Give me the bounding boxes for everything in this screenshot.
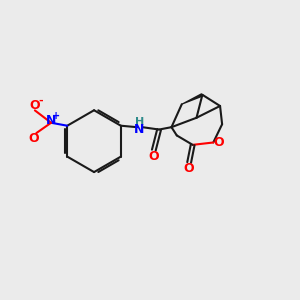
Text: H: H — [135, 117, 145, 127]
Text: O: O — [28, 132, 39, 145]
Text: +: + — [52, 111, 60, 121]
Text: O: O — [148, 149, 158, 163]
Text: N: N — [46, 114, 56, 127]
Text: N: N — [134, 123, 145, 136]
Polygon shape — [182, 93, 203, 105]
Text: -: - — [38, 96, 43, 106]
Text: O: O — [213, 136, 224, 149]
Text: O: O — [184, 162, 194, 175]
Text: O: O — [29, 99, 40, 112]
